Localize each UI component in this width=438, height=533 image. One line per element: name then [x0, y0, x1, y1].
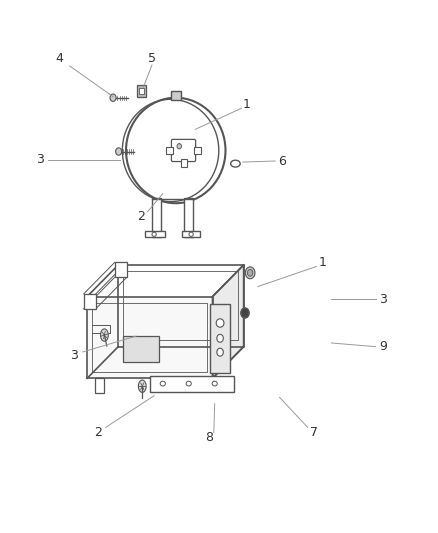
Text: 1: 1 [319, 256, 327, 269]
Text: 4: 4 [55, 52, 63, 64]
Ellipse shape [100, 329, 108, 341]
Ellipse shape [189, 232, 193, 237]
Bar [145, 231, 166, 238]
Polygon shape [118, 265, 244, 346]
Text: 3: 3 [35, 154, 43, 166]
Ellipse shape [241, 308, 249, 318]
Ellipse shape [217, 348, 223, 356]
Ellipse shape [138, 380, 146, 392]
Text: 6: 6 [278, 155, 286, 167]
Bar [184, 198, 194, 238]
Bar [150, 376, 234, 392]
Ellipse shape [110, 94, 116, 101]
Ellipse shape [116, 148, 122, 155]
Ellipse shape [186, 381, 191, 386]
Polygon shape [84, 294, 96, 309]
Bar [123, 336, 159, 362]
Polygon shape [87, 296, 212, 378]
Ellipse shape [216, 319, 224, 327]
Polygon shape [115, 262, 127, 277]
Bar [166, 147, 173, 154]
Text: 3: 3 [70, 349, 78, 361]
Text: 8: 8 [205, 431, 213, 445]
Bar [139, 88, 144, 94]
Bar [95, 378, 103, 393]
Bar [170, 91, 181, 100]
Ellipse shape [217, 334, 223, 342]
Text: 5: 5 [148, 52, 156, 64]
Text: 9: 9 [379, 340, 387, 353]
Bar [137, 85, 146, 96]
Text: 1: 1 [243, 98, 251, 110]
Text: 2: 2 [137, 210, 145, 223]
Ellipse shape [177, 143, 181, 149]
Bar [210, 304, 230, 373]
Ellipse shape [247, 270, 253, 276]
Bar [180, 159, 187, 167]
Ellipse shape [160, 381, 166, 386]
Bar [182, 231, 200, 238]
Ellipse shape [126, 98, 226, 203]
Ellipse shape [152, 232, 156, 237]
Ellipse shape [241, 308, 249, 318]
Text: 3: 3 [379, 293, 387, 306]
Ellipse shape [231, 160, 240, 167]
Text: 2: 2 [94, 426, 102, 439]
Ellipse shape [243, 310, 247, 316]
Polygon shape [212, 265, 244, 378]
Ellipse shape [212, 381, 217, 386]
Ellipse shape [245, 267, 255, 279]
Text: 7: 7 [310, 426, 318, 439]
Bar [194, 147, 201, 154]
FancyBboxPatch shape [171, 140, 196, 161]
Bar [152, 198, 161, 238]
